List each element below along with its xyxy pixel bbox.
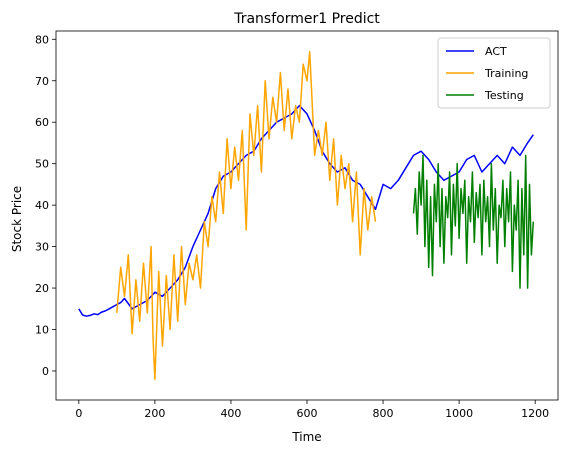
- legend: ACT Training Testing: [437, 37, 551, 109]
- y-tick-label: 50: [35, 158, 49, 171]
- chart-title: Transformer1 Predict: [233, 11, 380, 27]
- legend-box: [437, 37, 551, 109]
- x-tick-label: 1000: [445, 407, 473, 420]
- series-line-training: [116, 50, 377, 381]
- y-tick-label: 80: [35, 33, 49, 46]
- x-tick-label: 600: [297, 407, 318, 420]
- legend-label-testing: Testing: [484, 89, 524, 102]
- x-tick-label: 1200: [521, 407, 549, 420]
- y-tick-label: 70: [35, 75, 49, 88]
- y-axis-label: Stock Price: [10, 186, 24, 252]
- x-axis: 0 200 400 600 800 1000 1200: [75, 400, 549, 420]
- plot-area: [78, 50, 535, 381]
- x-tick-label: 200: [144, 407, 165, 420]
- legend-label-act: ACT: [485, 45, 507, 58]
- y-axis: 0 10 20 30 40 50 60 70 80: [35, 33, 56, 378]
- series-line-testing: [412, 154, 535, 289]
- series-line-act: [78, 104, 534, 317]
- y-tick-label: 30: [35, 241, 49, 254]
- y-tick-label: 0: [42, 365, 49, 378]
- y-tick-label: 10: [35, 324, 49, 337]
- y-tick-label: 20: [35, 282, 49, 295]
- legend-label-training: Training: [484, 67, 528, 80]
- y-tick-label: 60: [35, 116, 49, 129]
- x-tick-label: 0: [75, 407, 82, 420]
- x-tick-label: 400: [220, 407, 241, 420]
- x-tick-label: 800: [373, 407, 394, 420]
- x-axis-label: Time: [291, 430, 321, 444]
- y-tick-label: 40: [35, 199, 49, 212]
